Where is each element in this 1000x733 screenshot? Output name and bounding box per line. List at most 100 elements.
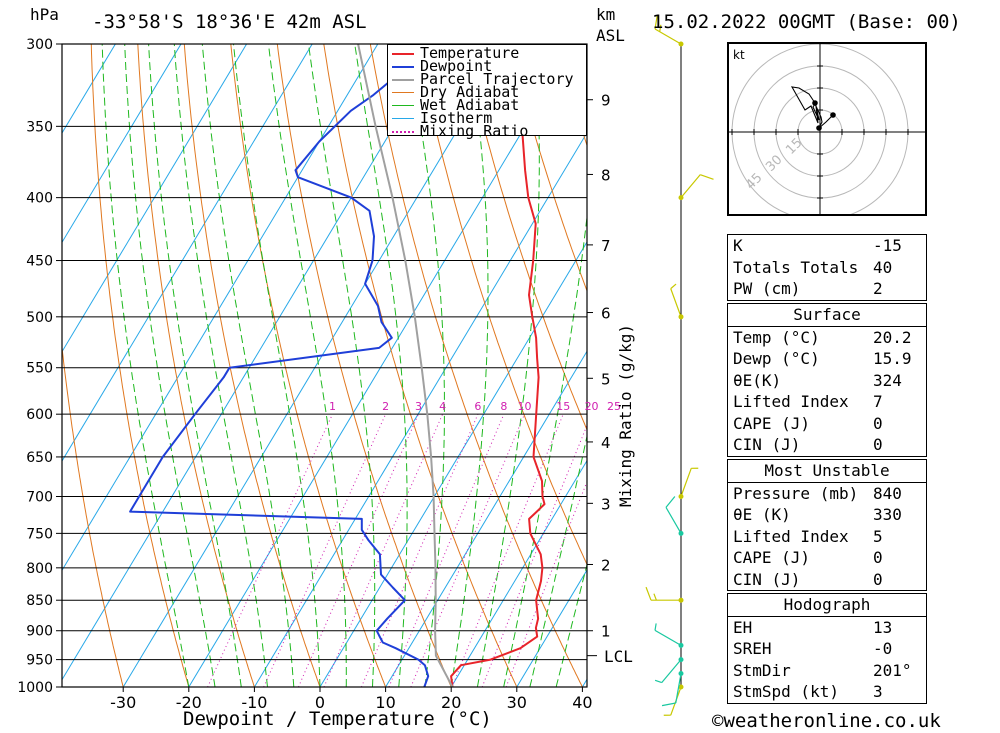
most-unstable-row: Lifted Index 5 bbox=[728, 526, 926, 548]
most-unstable-value: 840 bbox=[873, 483, 902, 503]
mixing-ratio-label: 8 bbox=[500, 400, 507, 413]
wet-adiabat-line bbox=[476, 44, 540, 687]
isotherm-line bbox=[62, 44, 116, 134]
hodograph-stats-value: 3 bbox=[873, 682, 883, 701]
km-unit-label: km bbox=[596, 5, 616, 24]
hodograph-stats-label: EH bbox=[733, 617, 753, 637]
wet-adiabat-line bbox=[148, 44, 242, 687]
datetime-title: 15.02.2022 00GMT (Base: 00) bbox=[652, 11, 961, 33]
hodograph-stats-value: -0 bbox=[873, 639, 893, 658]
km-tick-label: 3 bbox=[601, 495, 611, 513]
hodograph-stats-label: SREH bbox=[733, 639, 772, 658]
mixing-ratio-label: 25 bbox=[607, 400, 621, 413]
legend-item: Temperature bbox=[390, 44, 586, 62]
index-value: -15 bbox=[873, 236, 902, 255]
surface-row: Temp (°C) 20.2 bbox=[728, 327, 926, 349]
km-tick-label: 4 bbox=[601, 434, 611, 452]
surface-label: Temp (°C) bbox=[733, 327, 820, 347]
mixing-ratio-line bbox=[481, 424, 587, 687]
wind-barb-flag bbox=[653, 593, 657, 601]
most-unstable-row: CIN (J) 0 bbox=[728, 569, 926, 591]
wind-barb-flag bbox=[700, 174, 714, 180]
pressure-tick-label: 400 bbox=[26, 191, 53, 207]
most-unstable-value: 5 bbox=[873, 526, 883, 546]
hodograph-plot: 15 30 45 kt bbox=[729, 44, 925, 214]
parcel-trajectory-line bbox=[357, 44, 454, 687]
mixing-ratio-label: 6 bbox=[474, 400, 481, 413]
surface-row: CIN (J) 0 bbox=[728, 434, 926, 456]
pressure-tick-label: 300 bbox=[26, 37, 53, 53]
index-label: Totals Totals bbox=[733, 257, 859, 277]
hodograph-stats-value: 201° bbox=[873, 660, 912, 680]
legend-label: Isotherm bbox=[420, 109, 493, 127]
most-unstable-value: 330 bbox=[873, 505, 902, 524]
hodograph-point bbox=[812, 100, 818, 106]
legend-item: Parcel Trajectory bbox=[390, 72, 586, 87]
wind-barb-flag bbox=[661, 702, 676, 707]
surface-label: Dewp (°C) bbox=[733, 349, 820, 368]
pressure-gridlines bbox=[62, 43, 587, 688]
hodograph-panel: 15 30 45 kt bbox=[727, 42, 927, 216]
legend-label: Dry Adiabat bbox=[420, 83, 520, 101]
pressure-tick-label: 750 bbox=[26, 526, 53, 542]
surface-row: CAPE (J) 0 bbox=[728, 413, 926, 435]
hodograph-stats-row: StmDir 201° bbox=[728, 660, 926, 682]
wet-adiabat-line bbox=[268, 44, 347, 687]
surface-value: 7 bbox=[873, 392, 883, 411]
legend: Temperature Dewpoint Parcel Trajectory D… bbox=[387, 44, 587, 139]
km-tick-label: 1 bbox=[601, 623, 611, 641]
wind-barb-shaft bbox=[670, 288, 682, 318]
hodograph-ring-label: 45 bbox=[743, 171, 765, 193]
wind-level-dot bbox=[678, 642, 684, 648]
temp-tick-label: 40 bbox=[572, 693, 592, 712]
right-axis-title: Mixing Ratio (g/kg) bbox=[616, 323, 635, 507]
wind-barb-flag bbox=[670, 283, 677, 290]
wind-level-dot bbox=[678, 314, 684, 320]
dry-adiabat-line bbox=[509, 44, 587, 293]
wind-barb-flag bbox=[665, 496, 676, 508]
wind-barb-flag bbox=[654, 15, 658, 30]
most-unstable-label: Pressure (mb) bbox=[733, 483, 859, 503]
mixing-ratio-line bbox=[360, 414, 479, 687]
temp-tick-label: 10 bbox=[375, 693, 395, 712]
legend-label: Temperature bbox=[420, 44, 520, 62]
temperature-line bbox=[450, 44, 546, 687]
most-unstable-row: CAPE (J) 0 bbox=[728, 547, 926, 569]
surface-value: 0 bbox=[873, 435, 883, 454]
legend-label: Wet Adiabat bbox=[420, 96, 520, 114]
pressure-tick-label: 850 bbox=[26, 593, 53, 609]
wind-barb-shaft bbox=[680, 174, 701, 199]
hodograph-stats-label: StmSpd (kt) bbox=[733, 682, 839, 701]
lcl-label: LCL bbox=[604, 647, 633, 666]
wet-adiabat-line bbox=[529, 434, 587, 687]
wind-barb-shaft bbox=[654, 629, 682, 646]
hodograph-stats-row: StmSpd (kt) 3 bbox=[728, 681, 926, 703]
km-tick-label: 8 bbox=[601, 166, 611, 184]
mixing-ratio-line bbox=[207, 413, 333, 687]
hodograph-stats-row: SREH -0 bbox=[728, 638, 926, 660]
mixing-ratio-line bbox=[263, 413, 387, 687]
pressure-tick-label: 650 bbox=[26, 450, 53, 466]
mixing-ratio-label: 10 bbox=[518, 400, 532, 413]
hodograph-stats-title: Hodograph bbox=[728, 594, 926, 617]
km-tick-label: 9 bbox=[601, 92, 611, 110]
wet-adiabat-line bbox=[308, 44, 376, 687]
index-row: K -15 bbox=[728, 235, 926, 257]
storm-motion-vector bbox=[818, 114, 834, 129]
mixing-ratio-line bbox=[451, 414, 564, 687]
index-label: PW (cm) bbox=[733, 279, 801, 298]
dewpoint-line bbox=[129, 44, 430, 687]
isotherm-line bbox=[62, 44, 248, 353]
wet-adiabat-line bbox=[124, 44, 216, 687]
pressure-tick-label: 500 bbox=[26, 310, 53, 326]
most-unstable-row: θE (K) 330 bbox=[728, 504, 926, 526]
hodograph-surface-point bbox=[816, 125, 822, 131]
surface-label: θE(K) bbox=[733, 370, 782, 390]
most-unstable-value: 0 bbox=[873, 569, 883, 589]
mixing-ratio-line bbox=[298, 413, 419, 687]
legend-swatch bbox=[392, 53, 414, 55]
sounding-series bbox=[129, 44, 546, 687]
pressure-tick-label: 450 bbox=[26, 254, 53, 270]
copyright-footer: ©weatheronline.co.uk bbox=[712, 710, 941, 732]
index-label: K bbox=[733, 236, 743, 255]
